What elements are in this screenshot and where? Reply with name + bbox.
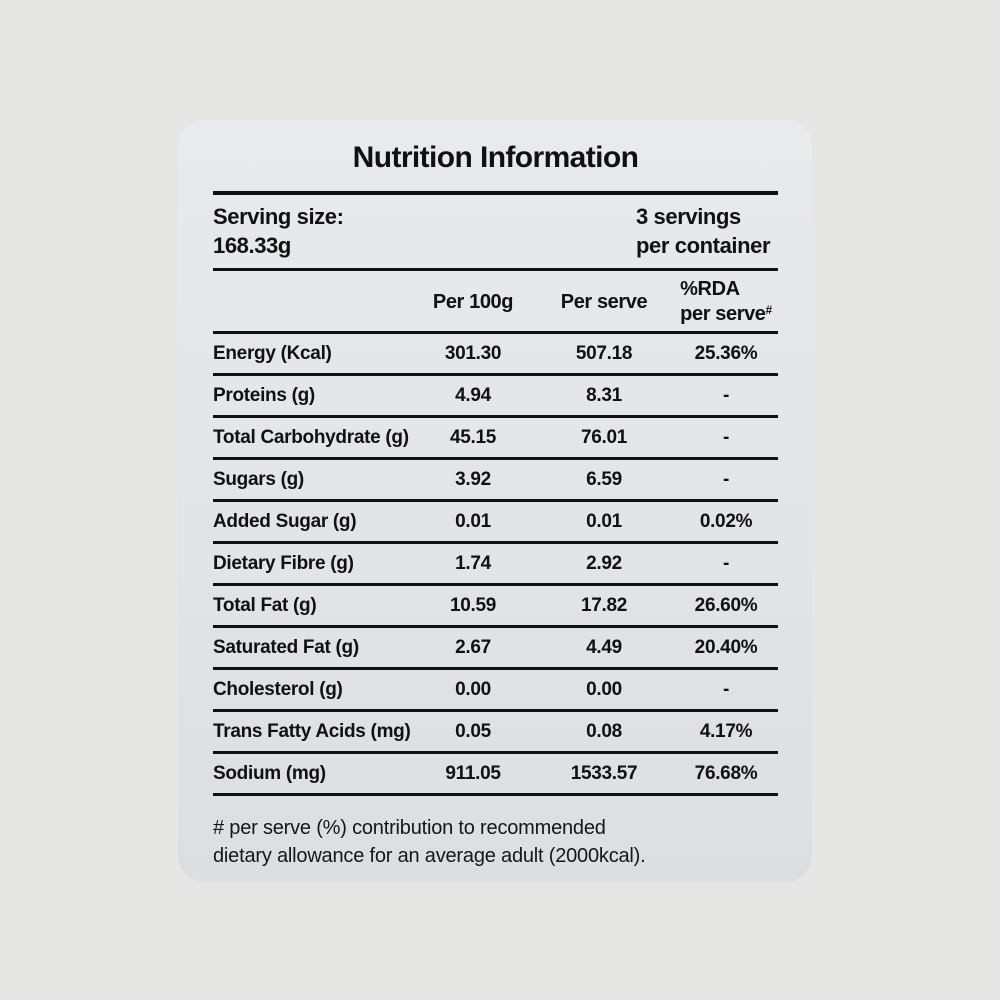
servings-per-container-block: 3 servings per container	[636, 202, 778, 260]
row-per-serve: 0.01	[586, 510, 622, 532]
row-label: Energy (Kcal)	[213, 342, 332, 364]
row-rda: 25.36%	[694, 342, 758, 364]
row-per-serve: 0.00	[586, 678, 622, 700]
table-row: Saturated Fat (g) 2.67 4.49 20.40%	[213, 628, 778, 670]
page-title: Nutrition Information	[352, 141, 639, 174]
table-row: Sugars (g) 3.92 6.59 -	[213, 460, 778, 502]
row-per-100g: 1.74	[455, 552, 491, 574]
row-label: Trans Fatty Acids (mg)	[213, 720, 411, 742]
row-per-100g: 2.67	[455, 636, 491, 658]
divider-under-header	[213, 331, 778, 334]
row-per-100g: 45.15	[449, 426, 497, 448]
row-per-serve: 1533.57	[570, 762, 638, 784]
row-label: Total Fat (g)	[213, 594, 317, 616]
divider-under-title	[213, 191, 778, 195]
row-rda: -	[722, 552, 730, 574]
nutrition-table: Energy (Kcal) 301.30 507.18 25.36% Prote…	[213, 334, 778, 796]
row-per-100g: 0.05	[455, 720, 491, 742]
divider-under-serving	[213, 268, 778, 271]
row-label: Cholesterol (g)	[213, 678, 343, 700]
row-rda: 4.17%	[699, 720, 753, 742]
row-per-100g: 301.30	[444, 342, 502, 364]
row-label: Sugars (g)	[213, 468, 304, 490]
row-label: Saturated Fat (g)	[213, 636, 359, 658]
serving-size-block: Serving size: 168.33g	[213, 202, 344, 260]
table-row: Cholesterol (g) 0.00 0.00 -	[213, 670, 778, 712]
table-row: Energy (Kcal) 301.30 507.18 25.36%	[213, 334, 778, 376]
serving-size-label: Serving size:	[213, 204, 344, 229]
row-per-serve: 8.31	[586, 384, 622, 406]
column-header-per-serve: Per serve	[560, 290, 648, 313]
row-per-serve: 507.18	[575, 342, 633, 364]
table-header-row: Per 100g Per serve %RDA per serve#	[213, 271, 778, 331]
row-per-100g: 10.59	[449, 594, 497, 616]
row-rda: -	[722, 426, 730, 448]
row-per-100g: 0.01	[455, 510, 491, 532]
table-row: Total Fat (g) 10.59 17.82 26.60%	[213, 586, 778, 628]
row-rda: 20.40%	[694, 636, 758, 658]
row-rda: -	[722, 468, 730, 490]
row-rda: 76.68%	[694, 762, 758, 784]
table-row: Sodium (mg) 911.05 1533.57 76.68%	[213, 754, 778, 796]
footnote-line-2: dietary allowance for an average adult (…	[213, 845, 646, 867]
row-per-100g: 911.05	[445, 762, 501, 784]
row-rda: 0.02%	[699, 510, 753, 532]
nutrition-label-card: Nutrition Information Serving size: 168.…	[178, 120, 812, 882]
table-row: Trans Fatty Acids (mg) 0.05 0.08 4.17%	[213, 712, 778, 754]
column-header-per-100g: Per 100g	[432, 290, 514, 313]
footnote-marker: #	[765, 303, 773, 317]
row-rda: 26.60%	[694, 594, 758, 616]
footnote: # per serve (%) contribution to recommen…	[213, 814, 778, 870]
row-per-serve: 0.08	[586, 720, 622, 742]
serving-size-value: 168.33g	[213, 233, 291, 258]
row-per-serve: 2.92	[586, 552, 622, 574]
row-label: Total Carbohydrate (g)	[213, 426, 409, 448]
row-per-100g: 4.94	[455, 384, 491, 406]
row-per-serve: 4.49	[586, 636, 622, 658]
row-rda: -	[722, 384, 730, 406]
row-label: Proteins (g)	[213, 384, 315, 406]
row-per-serve: 76.01	[580, 426, 628, 448]
servings-count: 3 servings	[636, 204, 741, 229]
row-label: Added Sugar (g)	[213, 510, 357, 532]
table-row: Total Carbohydrate (g) 45.15 76.01 -	[213, 418, 778, 460]
table-row: Added Sugar (g) 0.01 0.01 0.02%	[213, 502, 778, 544]
row-per-serve: 6.59	[586, 468, 622, 490]
row-per-100g: 3.92	[455, 468, 491, 490]
servings-per-container-label: per container	[636, 233, 771, 258]
footnote-line-1: # per serve (%) contribution to recommen…	[213, 817, 606, 839]
serving-info-section: Serving size: 168.33g 3 servings per con…	[213, 195, 778, 268]
row-label: Dietary Fibre (g)	[213, 552, 354, 574]
row-label: Sodium (mg)	[213, 762, 326, 784]
row-per-100g: 0.00	[455, 678, 491, 700]
row-per-serve: 17.82	[580, 594, 628, 616]
row-rda: -	[722, 678, 730, 700]
column-header-rda: %RDA per serve#	[680, 278, 773, 325]
table-row: Proteins (g) 4.94 8.31 -	[213, 376, 778, 418]
table-row: Dietary Fibre (g) 1.74 2.92 -	[213, 544, 778, 586]
